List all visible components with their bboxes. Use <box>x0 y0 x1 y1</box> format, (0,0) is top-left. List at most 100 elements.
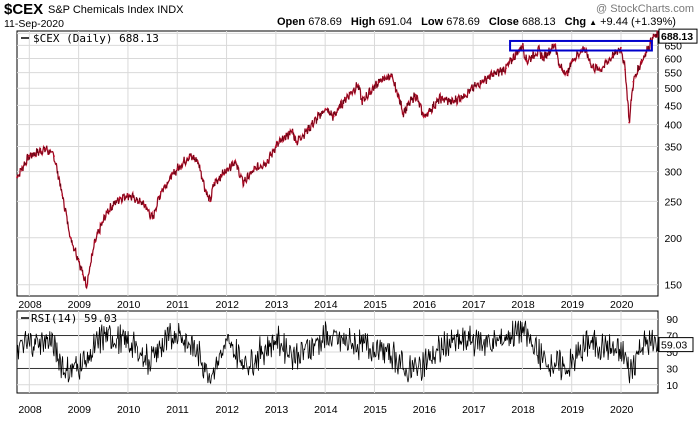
price-data-point <box>628 121 631 124</box>
close-label: Close <box>488 16 519 28</box>
price-data-point <box>451 100 454 103</box>
open-label: Open <box>277 16 306 28</box>
price-data-point <box>611 54 614 57</box>
price-data-point <box>344 97 347 100</box>
price-data-point <box>640 60 643 63</box>
price-data-point <box>44 147 47 150</box>
price-x-tick-label: 2020 <box>610 299 634 311</box>
price-data-point <box>127 194 129 196</box>
price-plot-frame <box>16 30 659 297</box>
close-value: 688.13 <box>521 16 556 28</box>
price-data-point <box>69 236 72 239</box>
price-last-value-label: 688.13 <box>661 31 693 43</box>
price-x-tick-label: 2008 <box>18 299 42 311</box>
rsi-x-tick-label: 2010 <box>117 404 141 416</box>
high-value: 691.04 <box>378 16 413 28</box>
index-name: S&P Chemicals Index INDX <box>48 4 184 16</box>
price-data-point <box>357 84 359 86</box>
price-y-tick-label: 200 <box>664 233 682 245</box>
price-data-point <box>492 73 495 76</box>
rsi-last-value-label: 59.03 <box>661 340 687 352</box>
price-data-point <box>570 60 573 63</box>
price-data-point <box>205 191 207 193</box>
price-data-point <box>53 155 55 158</box>
price-data-point <box>242 182 244 184</box>
rsi-last-value-tag <box>658 337 694 353</box>
chart-date: 11-Sep-2020 <box>4 18 64 30</box>
price-data-point <box>624 68 626 71</box>
price-data-point <box>266 160 269 163</box>
price-data-point <box>632 80 635 83</box>
price-data-point <box>254 168 257 170</box>
rsi-x-tick-label: 2014 <box>314 404 338 416</box>
price-data-point <box>361 100 364 103</box>
rsi-x-tick-label: 2013 <box>265 404 289 416</box>
price-data-point <box>86 283 88 286</box>
change-value: +9.44 (+1.39%) <box>600 16 676 28</box>
price-data-point <box>427 111 429 114</box>
price-data-point <box>143 203 146 206</box>
low-label: Low <box>421 16 444 28</box>
price-data-point <box>377 80 380 83</box>
rsi-x-tick-label: 2015 <box>363 404 387 416</box>
rsi-panel: 10 30 50 70 90 2008 2009 2010 2011 2012 2013 2014 20… <box>16 310 694 416</box>
price-data-point <box>233 160 236 163</box>
price-data-point <box>213 182 216 184</box>
price-data-point <box>307 127 310 130</box>
price-y-tick-label: 250 <box>664 196 682 208</box>
ohlc-readout: Open 678.69 High 691.04 Low 678.69 Close… <box>277 16 682 28</box>
price-y-tick-label: 600 <box>664 53 682 65</box>
resistance-box <box>509 39 653 52</box>
price-x-tick-label: 2014 <box>314 299 338 311</box>
price-data-point <box>159 191 162 193</box>
rsi-y-tick-label: 50 <box>666 347 678 359</box>
low-value: 678.69 <box>446 16 480 28</box>
price-x-tick-label: 2016 <box>413 299 437 311</box>
price-data-point <box>521 44 524 47</box>
price-data-point <box>583 47 585 49</box>
rsi-x-tick-label: 2020 <box>610 404 634 416</box>
rsi-y-tick-label: 30 <box>666 363 678 375</box>
price-data-point <box>77 258 80 261</box>
price-legend-label: $CEX (Daily) 688.13 <box>33 32 159 45</box>
rsi-x-tick-label: 2017 <box>462 404 486 416</box>
price-data-point <box>398 97 400 100</box>
price-data-point <box>61 194 64 196</box>
price-data-point <box>644 52 647 54</box>
price-x-tick-label: 2018 <box>511 299 535 311</box>
price-data-point <box>275 145 277 148</box>
price-data-point <box>542 57 544 60</box>
price-x-tick-label: 2012 <box>216 299 240 311</box>
price-data-point <box>505 67 507 70</box>
price-data-point <box>94 241 96 243</box>
rsi-x-tick-label: 2008 <box>18 404 42 416</box>
ticker-symbol: $CEX <box>4 1 44 18</box>
price-x-tick-label: 2009 <box>68 299 92 311</box>
price-y-tick-label: 300 <box>664 167 682 179</box>
price-data-point <box>324 108 327 110</box>
price-data-point <box>28 155 31 158</box>
price-y-tick-label: 400 <box>664 120 682 132</box>
price-y-tick-label: 150 <box>664 280 682 292</box>
price-data-point <box>554 43 557 46</box>
rsi-legend-label: RSI(14) 59.03 <box>31 312 117 325</box>
price-panel: 1502002503003504004505005506006507002008… <box>16 28 698 311</box>
rsi-x-tick-label: 2009 <box>68 404 92 416</box>
price-x-tick-label: 2013 <box>265 299 289 311</box>
price-data-point <box>16 176 18 179</box>
price-data-point <box>221 173 224 176</box>
price-series-line-dark <box>16 30 659 289</box>
price-data-point <box>599 68 602 71</box>
price-x-tick-label: 2015 <box>363 299 387 311</box>
rsi-y-tick-label: 70 <box>666 331 678 343</box>
rsi-y-tick-label: 10 <box>666 380 678 392</box>
price-data-point <box>291 130 294 132</box>
rsi-x-tick-label: 2018 <box>511 404 535 416</box>
up-triangle-icon: ▲ <box>589 18 598 27</box>
price-data-point <box>196 160 199 163</box>
price-last-value-tag <box>658 28 698 44</box>
price-data-point <box>118 197 121 200</box>
price-data-point <box>106 210 109 213</box>
price-data-point <box>151 217 154 220</box>
